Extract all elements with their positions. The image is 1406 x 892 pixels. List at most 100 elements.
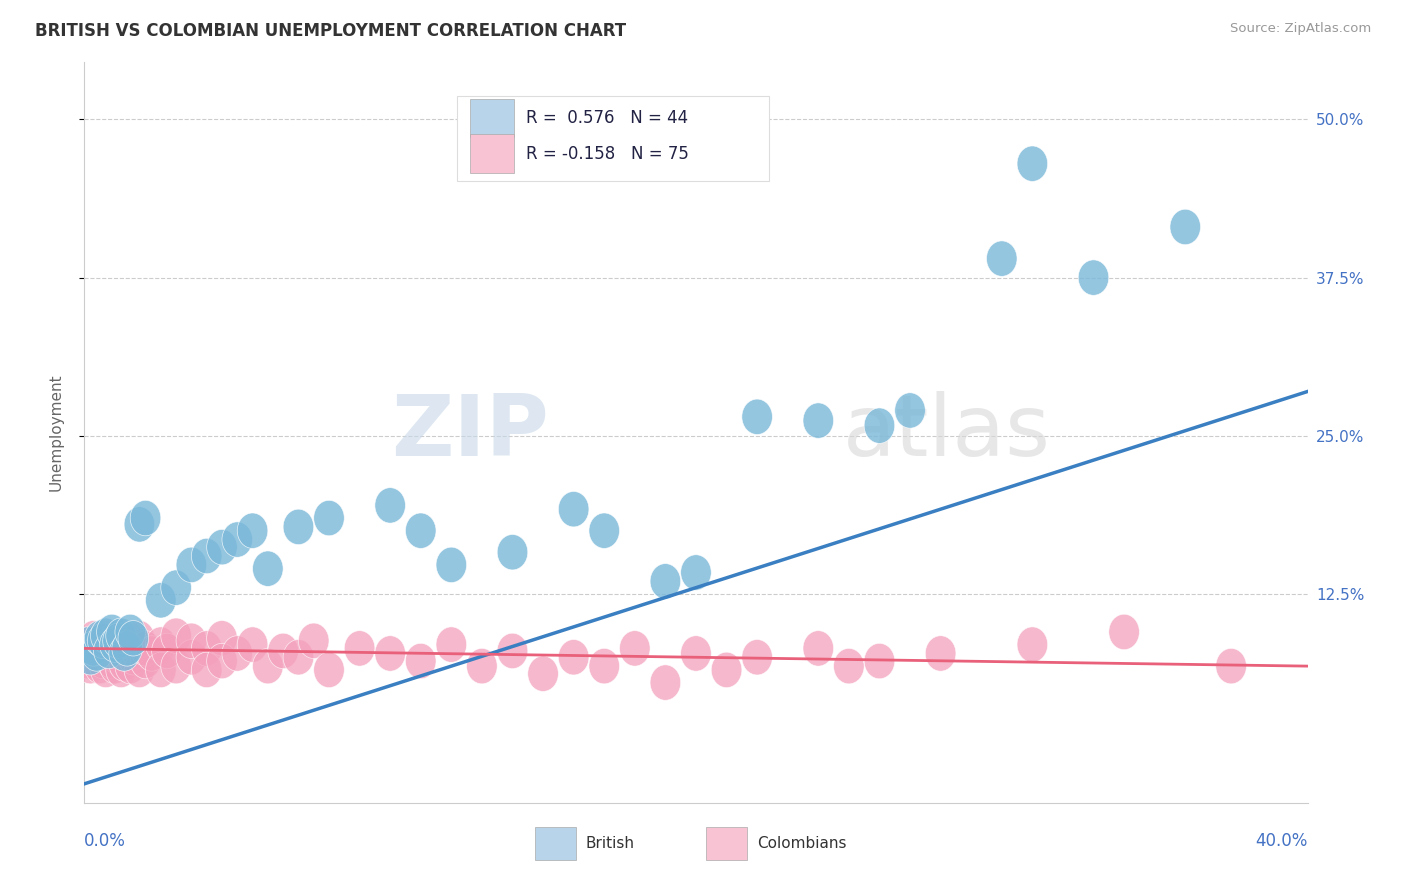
- Ellipse shape: [72, 627, 103, 663]
- Ellipse shape: [146, 582, 176, 618]
- Ellipse shape: [108, 646, 139, 681]
- Text: Source: ZipAtlas.com: Source: ZipAtlas.com: [1230, 22, 1371, 36]
- Ellipse shape: [253, 648, 283, 684]
- Ellipse shape: [90, 627, 121, 663]
- Ellipse shape: [803, 631, 834, 666]
- Ellipse shape: [82, 640, 112, 675]
- Ellipse shape: [118, 640, 149, 675]
- Ellipse shape: [589, 648, 620, 684]
- Ellipse shape: [105, 652, 136, 688]
- Ellipse shape: [97, 631, 127, 666]
- Ellipse shape: [75, 648, 105, 684]
- Ellipse shape: [146, 652, 176, 688]
- Ellipse shape: [894, 392, 925, 428]
- Ellipse shape: [207, 530, 238, 565]
- Ellipse shape: [176, 547, 207, 582]
- Ellipse shape: [160, 648, 191, 684]
- Ellipse shape: [742, 399, 772, 434]
- Ellipse shape: [436, 547, 467, 582]
- Ellipse shape: [124, 652, 155, 688]
- Ellipse shape: [75, 627, 105, 663]
- Ellipse shape: [100, 627, 131, 663]
- Ellipse shape: [131, 500, 160, 536]
- Text: Colombians: Colombians: [758, 836, 846, 851]
- Ellipse shape: [1109, 615, 1139, 649]
- Ellipse shape: [124, 621, 155, 656]
- Ellipse shape: [82, 631, 112, 666]
- Text: ZIP: ZIP: [391, 391, 550, 475]
- FancyBboxPatch shape: [470, 135, 513, 173]
- Ellipse shape: [115, 648, 146, 684]
- Ellipse shape: [803, 403, 834, 438]
- Ellipse shape: [97, 615, 127, 649]
- Ellipse shape: [160, 618, 191, 654]
- Ellipse shape: [650, 564, 681, 599]
- Ellipse shape: [498, 633, 527, 669]
- Ellipse shape: [105, 627, 136, 663]
- Ellipse shape: [1017, 627, 1047, 663]
- Ellipse shape: [405, 513, 436, 549]
- Ellipse shape: [222, 522, 253, 558]
- Ellipse shape: [108, 636, 139, 671]
- Ellipse shape: [121, 633, 152, 669]
- Ellipse shape: [681, 636, 711, 671]
- Ellipse shape: [72, 643, 103, 679]
- Text: 40.0%: 40.0%: [1256, 832, 1308, 850]
- Ellipse shape: [79, 621, 108, 656]
- Ellipse shape: [253, 551, 283, 586]
- Ellipse shape: [112, 631, 142, 666]
- Ellipse shape: [650, 665, 681, 700]
- Ellipse shape: [75, 640, 105, 675]
- Ellipse shape: [79, 631, 108, 666]
- Text: R =  0.576   N = 44: R = 0.576 N = 44: [526, 109, 688, 127]
- Ellipse shape: [865, 643, 894, 679]
- Ellipse shape: [987, 241, 1017, 277]
- Ellipse shape: [314, 652, 344, 688]
- Ellipse shape: [742, 640, 772, 675]
- Ellipse shape: [124, 507, 155, 542]
- Ellipse shape: [283, 509, 314, 545]
- Ellipse shape: [191, 538, 222, 574]
- Ellipse shape: [711, 652, 742, 688]
- Ellipse shape: [1078, 260, 1109, 295]
- Ellipse shape: [84, 624, 115, 658]
- Text: British: British: [586, 836, 636, 851]
- Ellipse shape: [115, 624, 146, 658]
- Ellipse shape: [103, 633, 134, 669]
- Ellipse shape: [375, 488, 405, 523]
- Ellipse shape: [90, 618, 121, 654]
- Ellipse shape: [176, 640, 207, 675]
- Ellipse shape: [84, 621, 115, 656]
- Ellipse shape: [405, 643, 436, 679]
- Ellipse shape: [100, 624, 131, 658]
- Y-axis label: Unemployment: Unemployment: [49, 374, 63, 491]
- Ellipse shape: [238, 513, 269, 549]
- Ellipse shape: [558, 640, 589, 675]
- FancyBboxPatch shape: [470, 99, 513, 137]
- Ellipse shape: [1017, 146, 1047, 181]
- Ellipse shape: [207, 643, 238, 679]
- Ellipse shape: [558, 491, 589, 527]
- Ellipse shape: [191, 631, 222, 666]
- FancyBboxPatch shape: [534, 827, 576, 860]
- Ellipse shape: [176, 624, 207, 658]
- Ellipse shape: [620, 631, 650, 666]
- Ellipse shape: [152, 633, 183, 669]
- Ellipse shape: [146, 627, 176, 663]
- Ellipse shape: [84, 648, 115, 684]
- Ellipse shape: [87, 633, 118, 669]
- Ellipse shape: [90, 652, 121, 688]
- Ellipse shape: [87, 624, 118, 658]
- Ellipse shape: [1216, 648, 1247, 684]
- Ellipse shape: [160, 570, 191, 606]
- Ellipse shape: [589, 513, 620, 549]
- Ellipse shape: [344, 631, 375, 666]
- Text: BRITISH VS COLOMBIAN UNEMPLOYMENT CORRELATION CHART: BRITISH VS COLOMBIAN UNEMPLOYMENT CORREL…: [35, 22, 626, 40]
- Ellipse shape: [118, 621, 149, 656]
- Ellipse shape: [527, 656, 558, 691]
- Ellipse shape: [72, 633, 103, 669]
- Ellipse shape: [103, 624, 134, 658]
- Ellipse shape: [834, 648, 865, 684]
- Ellipse shape: [131, 631, 160, 666]
- Ellipse shape: [375, 636, 405, 671]
